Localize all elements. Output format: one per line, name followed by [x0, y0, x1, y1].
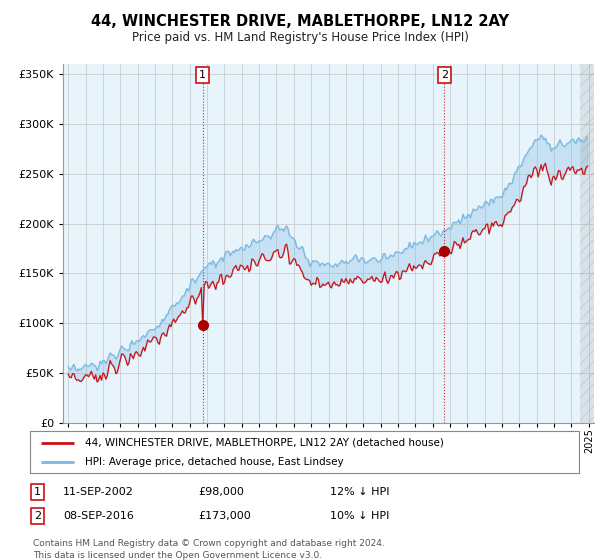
Text: 10% ↓ HPI: 10% ↓ HPI — [330, 511, 389, 521]
Text: 08-SEP-2016: 08-SEP-2016 — [63, 511, 134, 521]
Text: 44, WINCHESTER DRIVE, MABLETHORPE, LN12 2AY (detached house): 44, WINCHESTER DRIVE, MABLETHORPE, LN12 … — [85, 437, 444, 447]
Text: 2: 2 — [34, 511, 41, 521]
Text: 11-SEP-2002: 11-SEP-2002 — [63, 487, 134, 497]
Text: 1: 1 — [199, 70, 206, 80]
Text: Contains HM Land Registry data © Crown copyright and database right 2024.
This d: Contains HM Land Registry data © Crown c… — [33, 539, 385, 559]
Text: Price paid vs. HM Land Registry's House Price Index (HPI): Price paid vs. HM Land Registry's House … — [131, 31, 469, 44]
Text: 12% ↓ HPI: 12% ↓ HPI — [330, 487, 389, 497]
Text: £98,000: £98,000 — [198, 487, 244, 497]
Text: 44, WINCHESTER DRIVE, MABLETHORPE, LN12 2AY: 44, WINCHESTER DRIVE, MABLETHORPE, LN12 … — [91, 14, 509, 29]
Text: HPI: Average price, detached house, East Lindsey: HPI: Average price, detached house, East… — [85, 457, 344, 467]
Text: 2: 2 — [440, 70, 448, 80]
Text: £173,000: £173,000 — [198, 511, 251, 521]
Text: 1: 1 — [34, 487, 41, 497]
Bar — [580, 64, 600, 423]
